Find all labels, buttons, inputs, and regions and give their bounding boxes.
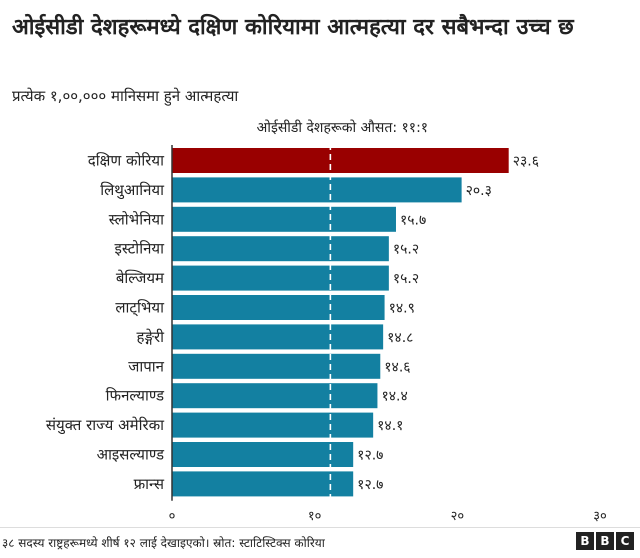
category-label: दक्षिण कोरिया <box>88 152 165 170</box>
value-label: २०.३ <box>466 183 492 199</box>
bar <box>172 442 354 467</box>
bar-chart: दक्षिण कोरिया २३.६ लिथुआनिया २०.३ स्लोभेनिया… <box>46 119 607 524</box>
value-label: १४.४ <box>381 389 407 405</box>
value-label: १२.७ <box>357 477 383 493</box>
value-label: २३.६ <box>513 154 539 170</box>
category-label: बेल्जियम <box>116 269 165 287</box>
category-label: फ्रान्स <box>134 475 165 493</box>
bar <box>172 236 389 262</box>
value-label: १४.१ <box>377 418 403 434</box>
category-label: इस्टोनिया <box>115 240 166 258</box>
value-label: १४.९ <box>389 301 415 317</box>
chart-title: ओईसीडी देशहरूमध्ये दक्षिण कोरियामा आत्मह… <box>12 15 574 40</box>
bar <box>172 471 354 497</box>
value-label: १५.२ <box>393 242 419 258</box>
value-label: १५.२ <box>393 271 419 287</box>
bar <box>172 353 381 379</box>
bar <box>172 206 396 232</box>
value-label: १४.८ <box>387 330 413 346</box>
bbc-logo-letter: B <box>576 532 594 550</box>
value-label: १४.६ <box>384 359 410 375</box>
category-label: हङ्गेरी <box>137 328 166 346</box>
bbc-logo-letter: B <box>596 532 614 550</box>
category-label: फिनल्याण्ड <box>106 387 165 405</box>
footer-divider <box>0 527 640 528</box>
x-tick-label: १० <box>308 509 322 524</box>
value-label: १२.७ <box>357 448 383 464</box>
x-tick-label: ० <box>169 509 176 524</box>
x-tick-label: २० <box>451 509 465 524</box>
category-label: लिथुआनिया <box>100 181 165 200</box>
category-label: आइसल्याण्ड <box>97 446 165 464</box>
value-label: १५.७ <box>400 212 426 228</box>
bar <box>172 295 385 320</box>
category-label: संयुक्त राज्य अमेरिका <box>46 416 165 435</box>
bbc-logo: B B C <box>576 532 634 550</box>
x-tick-label: ३० <box>593 509 607 524</box>
category-label: लाट्भिया <box>115 299 165 317</box>
category-label: जापान <box>128 357 164 375</box>
bar <box>172 412 374 438</box>
average-label: ओईसीडी देशहरूको औसत: ११:१ <box>257 119 428 136</box>
bar <box>172 177 462 203</box>
bar <box>172 148 509 173</box>
category-label: स्लोभेनिया <box>109 210 165 228</box>
bar <box>172 265 389 291</box>
chart-subtitle: प्रत्येक १,००,००० मानिसमा हुने आत्महत्या <box>12 87 239 105</box>
bar <box>172 383 378 409</box>
bbc-logo-letter: C <box>616 532 634 550</box>
source-note: ३८ सदस्य राष्ट्रहरूमध्ये शीर्ष १२ लाई दे… <box>2 536 325 550</box>
bar <box>172 324 384 350</box>
